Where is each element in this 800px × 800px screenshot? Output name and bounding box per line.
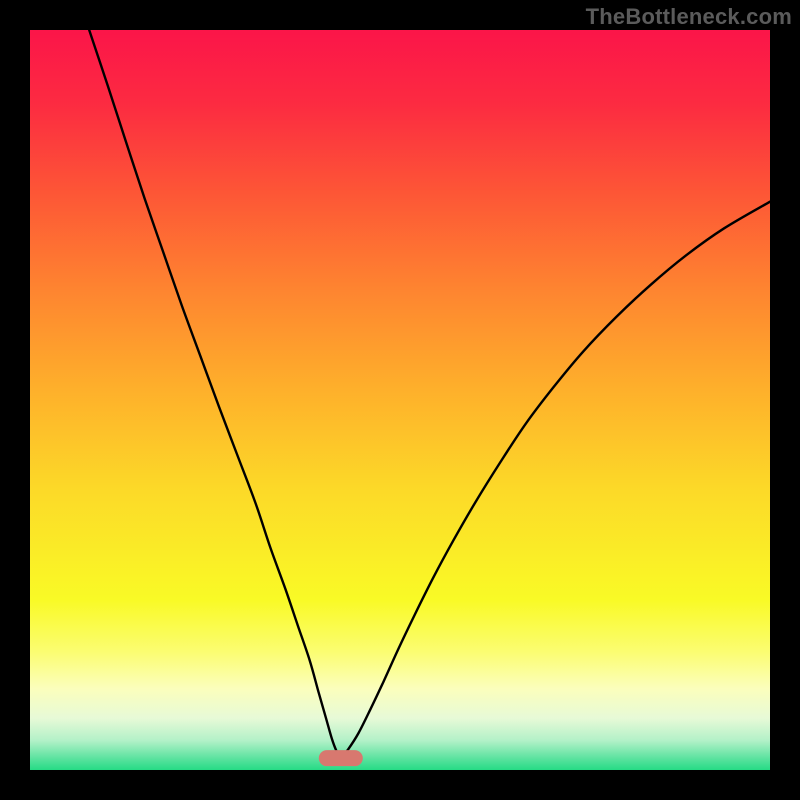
- chart-container: { "watermark": { "text": "TheBottleneck.…: [0, 0, 800, 800]
- watermark-text: TheBottleneck.com: [586, 4, 792, 30]
- bottleneck-curve-chart: [0, 0, 800, 800]
- optimal-marker: [319, 750, 363, 766]
